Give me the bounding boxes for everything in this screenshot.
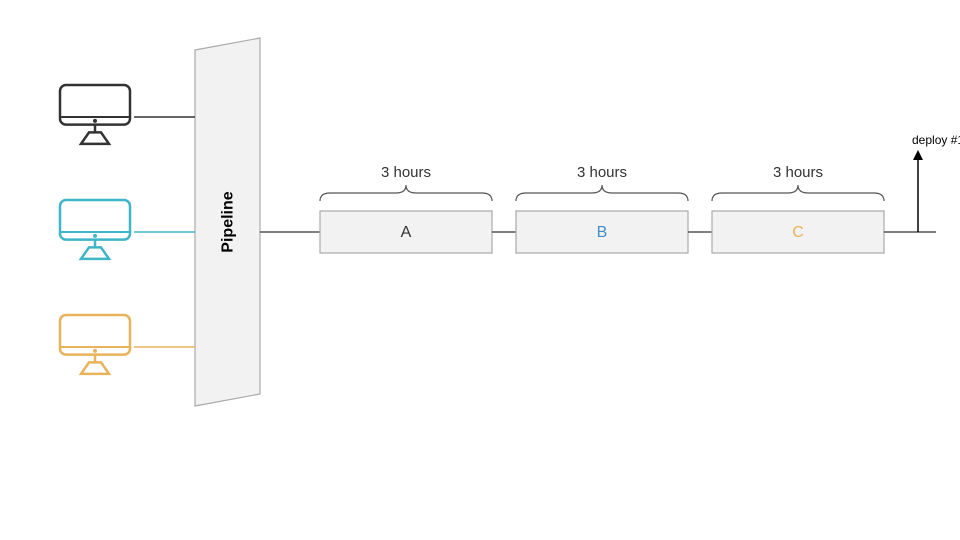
stage-a-duration: 3 hours	[381, 164, 431, 181]
stage-a-brace	[320, 185, 492, 201]
computer-teal	[60, 200, 130, 259]
deploy-label: deploy #1	[912, 133, 960, 147]
stage-b-duration: 3 hours	[577, 164, 627, 181]
stage-c-label: C	[792, 224, 804, 241]
pipeline-label: Pipeline	[220, 191, 237, 252]
stage-c-brace	[712, 185, 884, 201]
stage-a-label: A	[401, 224, 412, 241]
computer-orange	[60, 315, 130, 374]
computer-dark	[60, 85, 130, 144]
stage-b-brace	[516, 185, 688, 201]
deploy-arrow-head	[913, 150, 923, 160]
stage-c-duration: 3 hours	[773, 164, 823, 181]
stage-b-label: B	[597, 224, 608, 241]
pipeline-diagram: Pipeline A 3 hours B 3 hours C 3 hours deploy #…	[0, 0, 960, 540]
